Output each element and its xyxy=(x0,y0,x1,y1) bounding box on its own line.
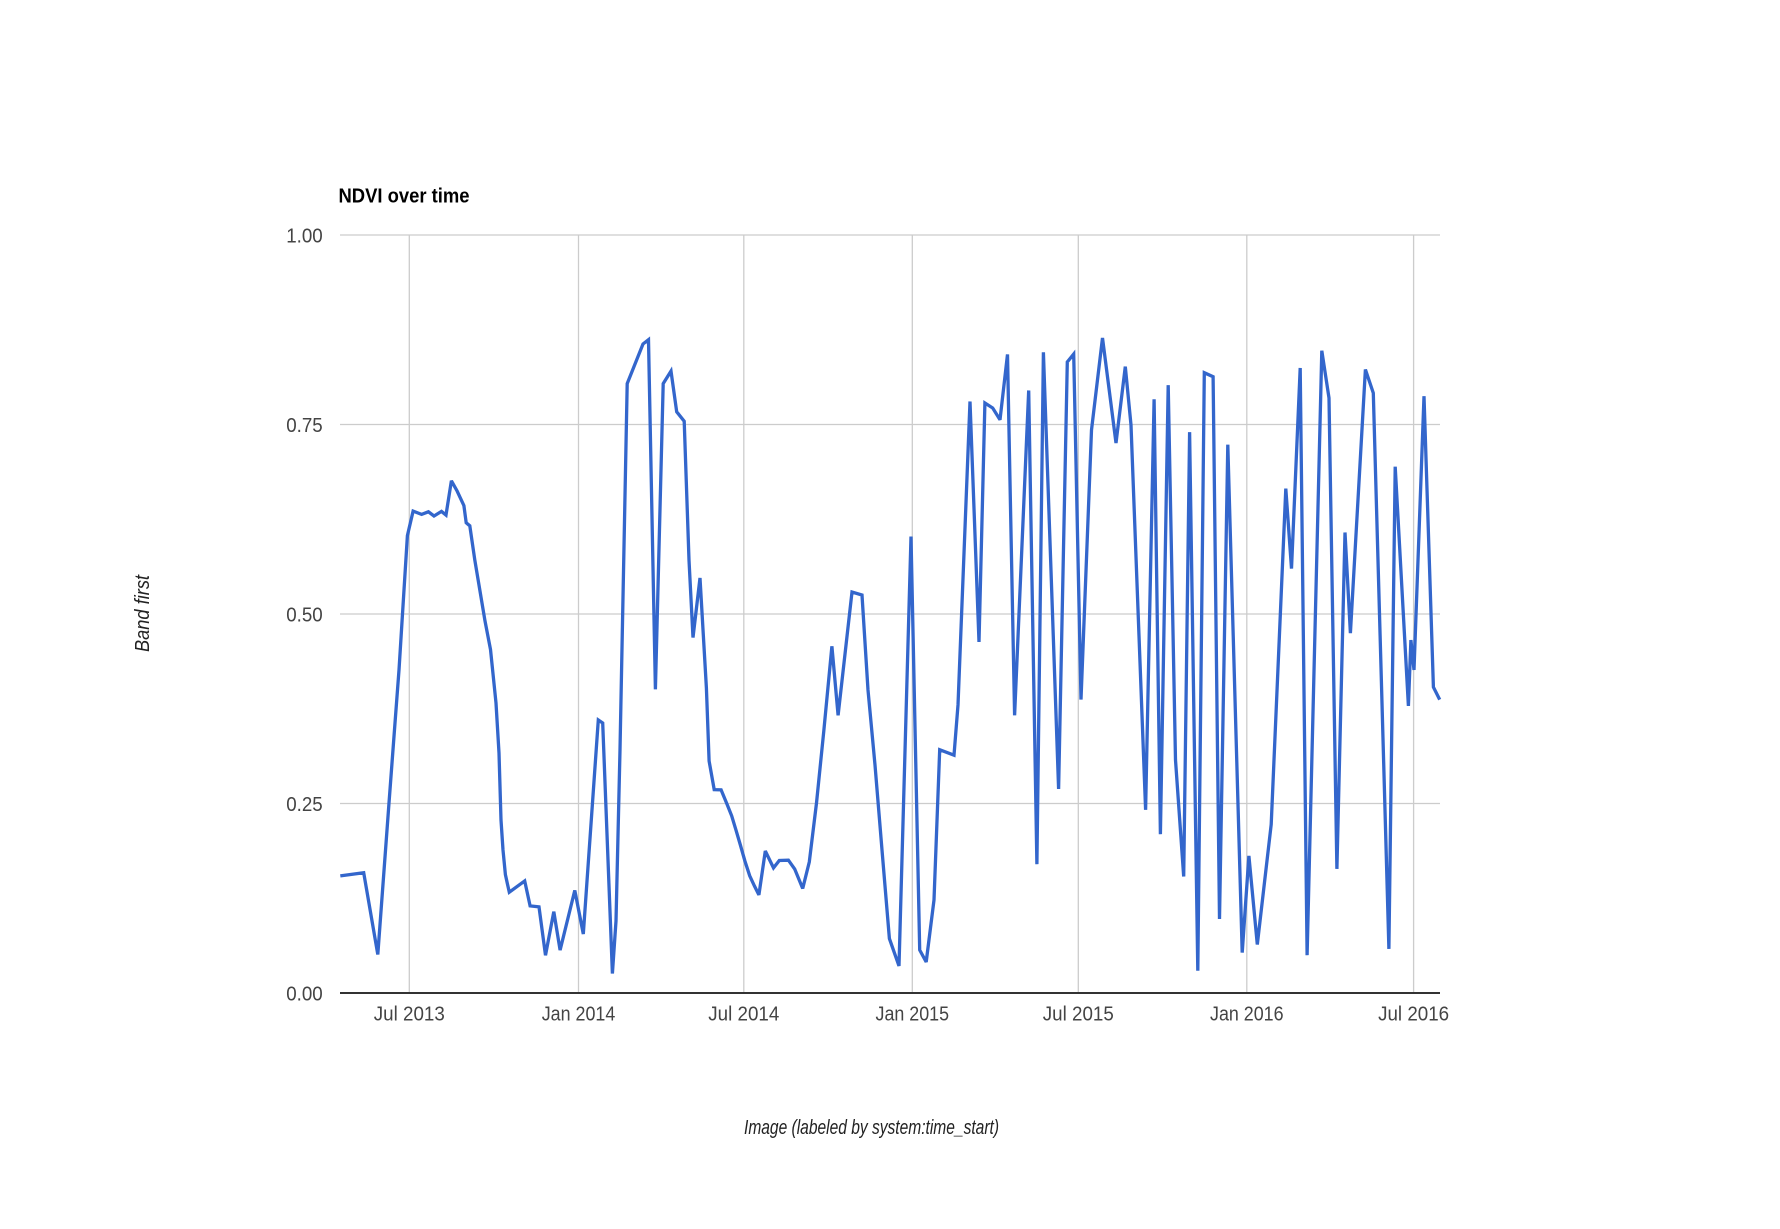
svg-text:Band first: Band first xyxy=(132,574,154,652)
svg-text:0.75: 0.75 xyxy=(286,415,323,437)
svg-text:Jul 2014: Jul 2014 xyxy=(708,1004,779,1026)
svg-text:Jul 2013: Jul 2013 xyxy=(374,1004,445,1026)
svg-text:Jul 2016: Jul 2016 xyxy=(1378,1004,1449,1026)
svg-text:0.00: 0.00 xyxy=(286,984,323,1006)
svg-text:Jan 2015: Jan 2015 xyxy=(876,1004,950,1026)
svg-text:Image (labeled by system:time_: Image (labeled by system:time_start) xyxy=(744,1117,999,1139)
svg-text:0.25: 0.25 xyxy=(286,794,323,816)
svg-text:Jan 2016: Jan 2016 xyxy=(1210,1004,1284,1026)
svg-text:Jul 2015: Jul 2015 xyxy=(1043,1004,1114,1026)
svg-text:Jan 2014: Jan 2014 xyxy=(542,1004,616,1026)
svg-text:0.50: 0.50 xyxy=(286,605,323,627)
svg-text:NDVI over time: NDVI over time xyxy=(339,186,470,208)
svg-text:1.00: 1.00 xyxy=(286,226,323,248)
